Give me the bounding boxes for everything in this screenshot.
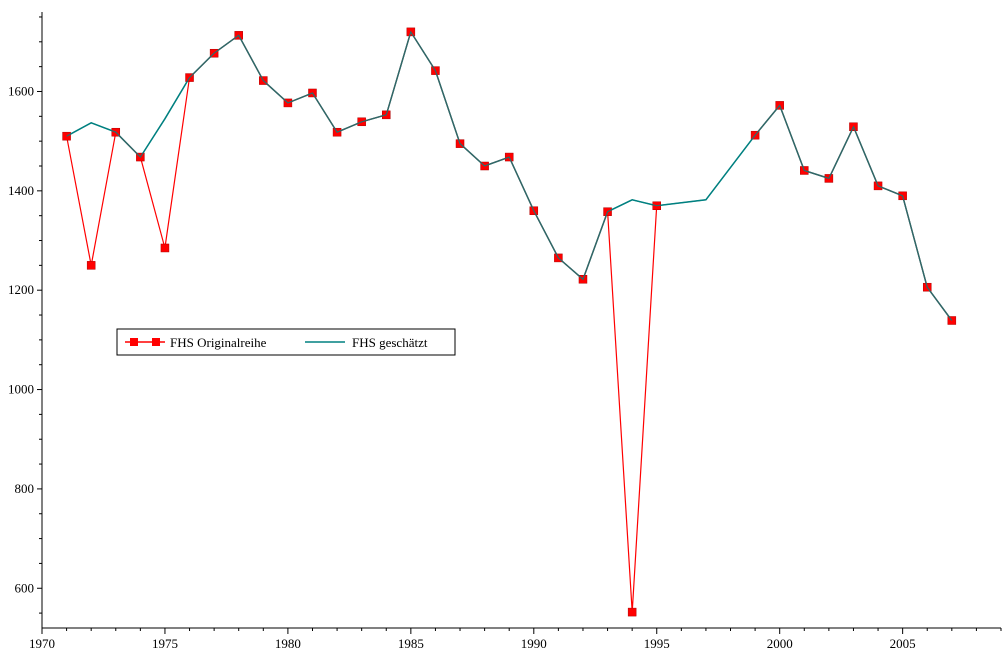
legend-box [116, 328, 456, 356]
series-fhs-geschaetzt [66, 30, 953, 321]
y-tick-label: 800 [15, 481, 35, 496]
y-tick-label: 1200 [8, 282, 34, 297]
x-tick-label: 1995 [644, 636, 670, 651]
x-tick-label: 1975 [152, 636, 178, 651]
legend: FHS Originalreihe FHS geschätzt [116, 328, 456, 356]
series-line-overlay [66, 30, 953, 321]
x-tick-label: 2000 [767, 636, 793, 651]
x-tick-label: 2005 [890, 636, 916, 651]
y-tick-label: 600 [15, 580, 35, 595]
series-line-segment [754, 104, 953, 321]
y-tick-label: 1600 [8, 83, 34, 98]
x-tick-label: 1970 [29, 636, 55, 651]
x-tick-label: 1990 [521, 636, 547, 651]
y-tick-label: 1000 [8, 382, 34, 397]
y-tick-label: 1400 [8, 183, 34, 198]
legend-swatch-original-marker [152, 338, 160, 346]
axes: 1970 1975 1980 1985 1990 1995 2000 2005 600 800 10… [8, 12, 1002, 651]
data-point [160, 243, 170, 253]
data-point [627, 607, 637, 617]
data-point [86, 261, 96, 270]
legend-label-estimated: FHS geschätzt [352, 335, 428, 350]
data-point [62, 131, 71, 141]
x-tick-label: 1985 [398, 636, 424, 651]
series-fhs-originalreihe [62, 27, 957, 617]
x-tick-label: 1980 [275, 636, 301, 651]
legend-swatch-original-marker [130, 338, 138, 346]
legend-label-original: FHS Originalreihe [170, 335, 267, 350]
series-line [66, 30, 953, 321]
data-point [947, 316, 957, 325]
